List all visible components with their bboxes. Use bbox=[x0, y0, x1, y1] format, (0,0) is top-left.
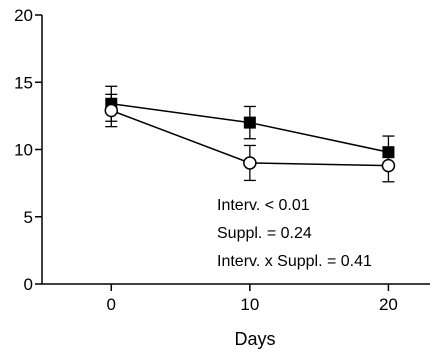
y-tick-label: 5 bbox=[24, 208, 33, 227]
y-tick-label: 10 bbox=[14, 141, 33, 160]
annotation-interv: Interv. < 0.01 bbox=[217, 197, 310, 214]
x-axis-label: Days bbox=[234, 329, 275, 349]
x-tick-label: 20 bbox=[379, 295, 398, 314]
annotation-suppl: Suppl. = 0.24 bbox=[217, 225, 312, 242]
annotations: Interv. < 0.01 Suppl. = 0.24 Interv. x S… bbox=[217, 197, 372, 270]
data-point-circle bbox=[243, 156, 257, 170]
annotation-interaction: Interv. x Suppl. = 0.41 bbox=[217, 253, 372, 270]
y-tick-label: 15 bbox=[14, 73, 33, 92]
axes: 0 5 10 15 20 0 10 20 bbox=[14, 6, 430, 314]
x-tick-label: 10 bbox=[240, 295, 259, 314]
data-point-circle bbox=[381, 158, 396, 173]
y-tick-label: 0 bbox=[24, 275, 33, 294]
x-tick-label: 0 bbox=[107, 295, 116, 314]
y-tick-label: 20 bbox=[14, 6, 33, 25]
series-open-circle bbox=[104, 93, 396, 183]
data-point-circle bbox=[104, 103, 119, 118]
data-point-square bbox=[243, 116, 256, 129]
series-layer bbox=[104, 85, 396, 183]
